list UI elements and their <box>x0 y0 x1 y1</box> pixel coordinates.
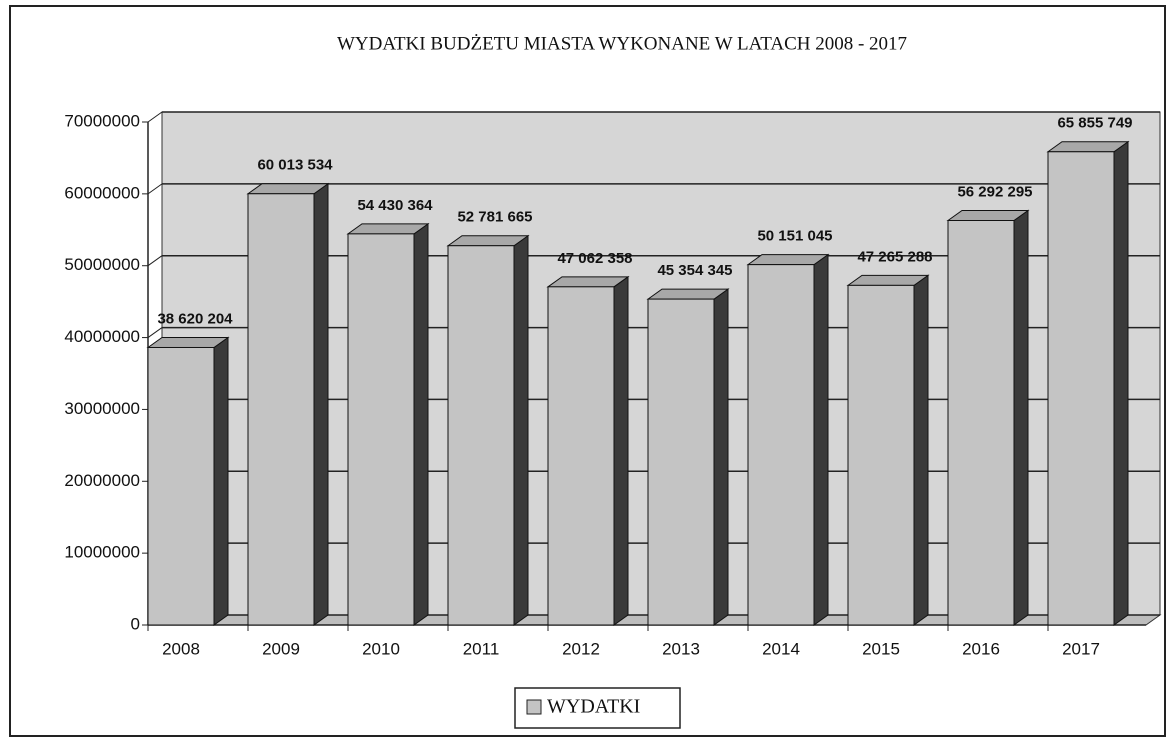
bar-top <box>946 209 1030 221</box>
bar <box>147 346 215 626</box>
y-tick-label: 20000000 <box>64 471 140 490</box>
grid-line-depth <box>147 111 163 123</box>
bar <box>247 193 315 626</box>
x-tick-label: 2011 <box>463 639 500 658</box>
bar-side <box>813 253 829 626</box>
bar-side <box>1013 209 1029 626</box>
value-label: 60 013 534 <box>257 157 333 174</box>
bar-side <box>213 336 229 626</box>
value-label: 50 151 045 <box>757 228 832 245</box>
value-label: 45 354 345 <box>657 262 732 279</box>
value-label: 47 062 358 <box>557 250 632 267</box>
legend-label: WYDATKI <box>547 696 640 718</box>
bar-side <box>413 222 429 626</box>
y-tick-label: 50000000 <box>64 255 140 274</box>
bar-top <box>146 336 230 348</box>
legend <box>514 687 681 729</box>
value-label: 47 265 288 <box>857 248 932 265</box>
bar <box>747 264 815 626</box>
bar <box>347 233 415 626</box>
value-label: 56 292 295 <box>957 183 1032 200</box>
x-tick-label: 2012 <box>562 639 600 658</box>
bar-side <box>613 275 629 626</box>
chart-title: WYDATKI BUDŻETU MIASTA WYKONANE W LATACH… <box>337 33 907 54</box>
x-tick-label: 2013 <box>662 639 700 658</box>
bar <box>547 286 615 626</box>
bar <box>947 219 1015 626</box>
bar <box>647 298 715 626</box>
y-tick-label: 10000000 <box>64 543 140 562</box>
bar-side <box>313 182 329 626</box>
bar-top <box>546 276 630 288</box>
plot: 0 10000000 20000000 30000000 40000000 5000000… <box>64 111 1162 658</box>
grid-line-depth <box>147 255 163 267</box>
grid-line-depth <box>147 183 163 195</box>
bar-side <box>513 234 529 626</box>
x-tick-label: 2017 <box>1062 639 1100 658</box>
bar-top <box>346 223 430 235</box>
value-label: 65 855 749 <box>1057 115 1132 132</box>
x-tick-label: 2008 <box>162 639 200 658</box>
bar-top <box>846 274 930 286</box>
y-tick-label: 60000000 <box>64 183 140 202</box>
bar <box>1047 151 1115 626</box>
x-tick-label: 2010 <box>362 639 400 658</box>
bar-top <box>746 254 830 266</box>
x-tick-label: 2015 <box>862 639 900 658</box>
x-tick-label: 2014 <box>762 639 800 658</box>
bar-side <box>913 274 929 626</box>
y-tick-label: 40000000 <box>64 327 140 346</box>
y-tick-label: 0 <box>131 614 140 633</box>
value-label: 52 781 665 <box>457 209 532 226</box>
bar-top <box>446 235 530 247</box>
x-tick-label: 2009 <box>262 639 300 658</box>
bar-top <box>246 183 330 195</box>
y-tick-label: 30000000 <box>64 399 140 418</box>
bar-side <box>1113 140 1129 626</box>
bar-side <box>713 288 729 626</box>
bar-top <box>1046 141 1130 153</box>
y-tick-label: 70000000 <box>64 111 140 130</box>
bar-top <box>646 288 730 300</box>
grid-line-depth <box>147 327 163 338</box>
x-tick-label: 2016 <box>962 639 1000 658</box>
value-label: 54 430 364 <box>357 197 433 214</box>
bar <box>447 245 515 626</box>
value-label: 38 620 204 <box>157 310 233 327</box>
legend-swatch <box>526 699 542 715</box>
bar <box>847 284 915 626</box>
